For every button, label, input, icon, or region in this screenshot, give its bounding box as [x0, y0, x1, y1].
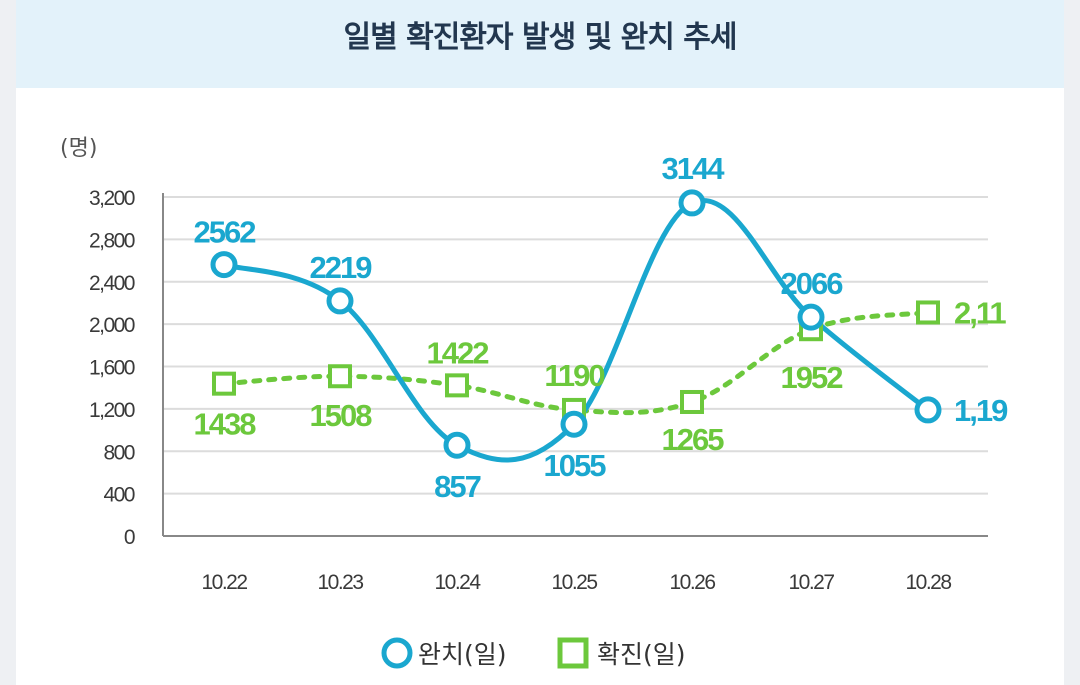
confirmed-point [680, 389, 704, 414]
recovered-data-label: 1,19 [954, 393, 1008, 428]
y-tick-label: 0 [124, 526, 135, 549]
legend-confirmed-label: 확진(일) [597, 640, 686, 669]
recovered-data-label: 2219 [310, 250, 373, 285]
y-tick-label: 3,200 [89, 187, 135, 210]
recovered-point [678, 189, 706, 217]
confirmed-point [916, 300, 940, 325]
recovered-data-label: 857 [434, 469, 480, 504]
chart-panel [16, 88, 1064, 685]
y-tick-label: 1,200 [89, 399, 135, 422]
x-tick-label: 10.27 [788, 571, 834, 594]
y-axis-unit-label: (명) [60, 136, 97, 161]
confirmed-data-label: 2,11 [954, 295, 1006, 330]
confirmed-data-label: 1190 [544, 358, 604, 393]
y-tick-label: 2,000 [89, 314, 135, 337]
confirmed-data-label: 1265 [662, 422, 725, 457]
recovered-point [443, 431, 471, 459]
y-tick-label: 2,400 [89, 272, 135, 295]
x-tick-label: 10.24 [434, 571, 481, 594]
recovered-data-label: 2562 [194, 215, 256, 250]
confirmed-data-label: 1508 [310, 398, 373, 433]
y-tick-label: 800 [103, 441, 134, 464]
confirmed-point [445, 373, 469, 398]
confirmed-point [212, 371, 236, 396]
legend-confirmed-icon [557, 637, 589, 669]
x-tick-label: 10.28 [905, 571, 951, 594]
recovered-point [560, 410, 588, 438]
chart-title: 일별 확진환자 발생 및 완치 추세 [343, 20, 737, 55]
title-banner: 일별 확진환자 발생 및 완치 추세 [16, 0, 1064, 88]
legend-recovered-label: 완치(일) [418, 640, 507, 669]
confirmed-data-label: 1952 [781, 360, 843, 395]
recovered-point [326, 287, 354, 315]
legend-recovered-icon [381, 637, 413, 669]
confirmed-data-label: 1422 [427, 335, 489, 370]
x-tick-label: 10.23 [317, 571, 363, 594]
x-tick-label: 10.26 [669, 571, 715, 594]
y-tick-label: 1,600 [89, 357, 135, 380]
confirmed-data-label: 1438 [194, 407, 257, 442]
recovered-point [914, 396, 942, 424]
recovered-data-label: 3144 [662, 151, 726, 186]
confirmed-point [328, 364, 352, 389]
recovered-data-label: 1055 [544, 448, 607, 483]
y-tick-label: 400 [103, 484, 134, 507]
recovered-data-label: 2066 [781, 266, 844, 301]
x-tick-label: 10.22 [201, 571, 247, 594]
recovered-point [797, 303, 825, 331]
recovered-point [210, 251, 238, 279]
x-tick-label: 10.25 [551, 571, 597, 594]
y-tick-label: 2,800 [89, 229, 135, 252]
